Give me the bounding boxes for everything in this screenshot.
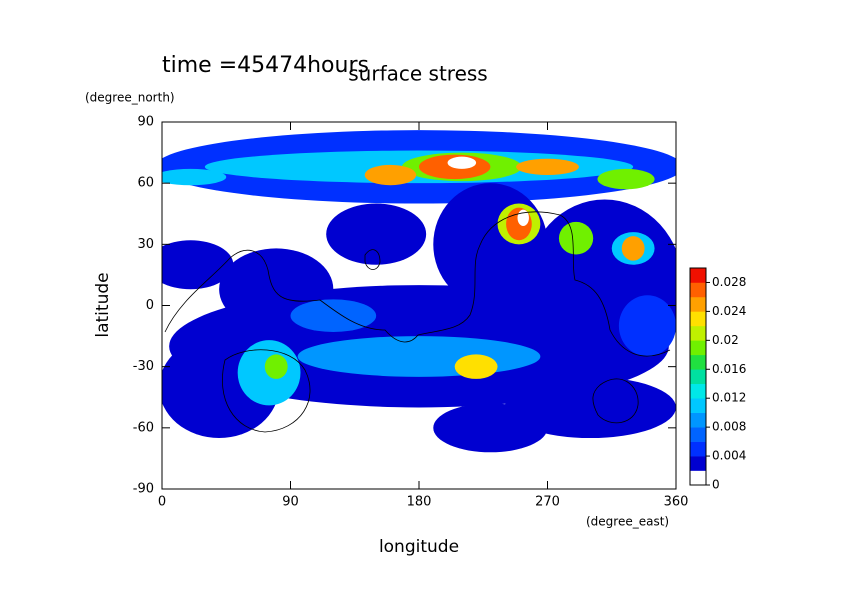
contour-region: [433, 183, 548, 306]
x-unit: (degree_east): [586, 515, 669, 529]
contour-region: [297, 336, 541, 377]
colorbar-level: [690, 441, 706, 457]
colorbar-level: [690, 296, 706, 312]
y-tick-label: 0: [146, 298, 154, 313]
contour-region: [516, 158, 579, 176]
colorbar-tick-label: 0.028: [712, 275, 746, 289]
y-tick-label: -30: [133, 359, 154, 374]
y-tick-label: -60: [133, 420, 154, 435]
y-unit: (degree_north): [85, 91, 175, 105]
colorbar-tick-label: 0: [712, 478, 720, 492]
colorbar-tick-label: 0.004: [712, 449, 746, 463]
y-tick-label: -90: [133, 482, 154, 497]
x-tick-label: 360: [664, 495, 689, 510]
colorbar-level: [690, 311, 706, 327]
contour-region: [621, 236, 645, 261]
contour-region: [264, 354, 288, 379]
colorbar-level: [690, 398, 706, 413]
y-tick-label: 30: [137, 237, 154, 252]
colorbar-level: [690, 369, 706, 385]
colorbar-level: [690, 325, 706, 341]
colorbar-level: [690, 456, 706, 471]
chart-title: surface stress: [348, 62, 487, 86]
contour-region: [364, 164, 417, 186]
contour-region: [290, 299, 377, 333]
x-tick-label: 0: [158, 495, 166, 510]
colorbar-level: [690, 427, 706, 442]
contour-field: [162, 130, 676, 453]
contour-region: [558, 221, 594, 255]
contour-region: [162, 168, 227, 186]
y-tick-label: 90: [137, 115, 154, 130]
colorbar-frame: [689, 267, 707, 486]
contour-region: [618, 295, 676, 357]
contour-region: [433, 403, 548, 453]
colorbar-level: [690, 412, 706, 428]
coastlines: [164, 211, 671, 433]
colorbar: 0 0.004 0.008 0.012 0.016 0.02 0.024 0.028: [689, 267, 746, 492]
contour-region: [326, 203, 427, 265]
colorbar-level: [690, 470, 706, 486]
colorbar-tick-label: 0.016: [712, 362, 746, 376]
colorbar-tick-label: 0.024: [712, 304, 746, 318]
colorbar-tick-label: 0.012: [712, 391, 746, 405]
x-tick-label: 270: [535, 495, 560, 510]
contour-region: [597, 168, 655, 190]
colorbar-level: [690, 282, 706, 298]
colorbar-level: [690, 383, 706, 399]
contour-region: [454, 354, 498, 379]
x-tick-label: 90: [282, 495, 299, 510]
colorbar-tick-label: 0.008: [712, 420, 746, 434]
colorbar-level: [690, 340, 706, 356]
x-tick-label: 180: [407, 495, 432, 510]
time-label: time =45474hours: [162, 53, 369, 78]
colorbar-tick-label: 0.02: [712, 333, 739, 347]
contour-region: [162, 240, 234, 290]
colorbar-level: [690, 354, 706, 370]
axes: 0 90 180 270 360 -90 -60 -30 0 30 60 90: [133, 115, 689, 510]
y-tick-label: 60: [137, 176, 154, 191]
y-axis-label: latitude: [93, 272, 113, 337]
x-axis-label: longitude: [379, 537, 459, 557]
contour-region: [447, 156, 477, 169]
colorbar-level: [690, 268, 706, 283]
contour-region: [504, 376, 676, 439]
contour-region: [517, 209, 529, 226]
